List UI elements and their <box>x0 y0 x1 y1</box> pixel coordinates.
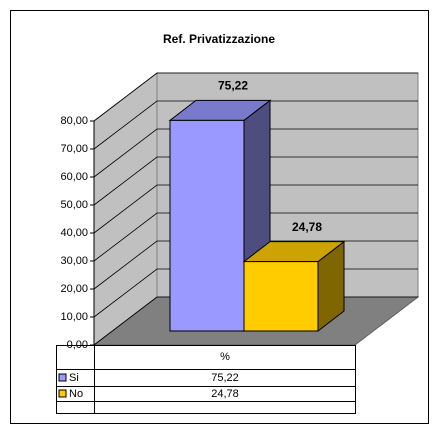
legend-swatch <box>58 389 67 398</box>
y-tick-label: 0,00 <box>67 339 88 351</box>
y-tick-label: 10,00 <box>60 311 88 323</box>
grid-line <box>93 212 418 262</box>
grid-line <box>93 100 418 150</box>
legend-label: No <box>69 388 83 400</box>
table-value: 75,22 <box>211 372 239 384</box>
data-label: 75,22 <box>218 79 248 93</box>
y-tick-label: 80,00 <box>60 115 88 127</box>
y-tick-label: 30,00 <box>60 255 88 267</box>
bars <box>168 99 346 333</box>
y-tick-label: 40,00 <box>60 227 88 239</box>
table-header: % <box>220 351 230 363</box>
y-tick-label: 50,00 <box>60 199 88 211</box>
chart-title: Ref. Privatizzazione <box>163 32 275 46</box>
y-tick-label: 20,00 <box>60 283 88 295</box>
grid-line <box>93 184 418 234</box>
data-label: 24,78 <box>292 220 322 234</box>
legend-label: Si <box>69 372 79 384</box>
bar <box>243 261 319 332</box>
grid-line <box>93 240 418 290</box>
grid <box>90 72 418 346</box>
legend-swatch <box>58 373 67 382</box>
table-value: 24,78 <box>211 388 239 400</box>
grid-line <box>93 128 418 178</box>
data-table: % Si 75,22 No 24,78 <box>56 345 356 414</box>
table-frame <box>56 345 356 414</box>
grid-line <box>93 72 418 122</box>
bar <box>169 119 245 332</box>
grid-line <box>93 156 418 206</box>
y-tick-label: 70,00 <box>60 143 88 155</box>
y-tick-label: 60,00 <box>60 171 88 183</box>
